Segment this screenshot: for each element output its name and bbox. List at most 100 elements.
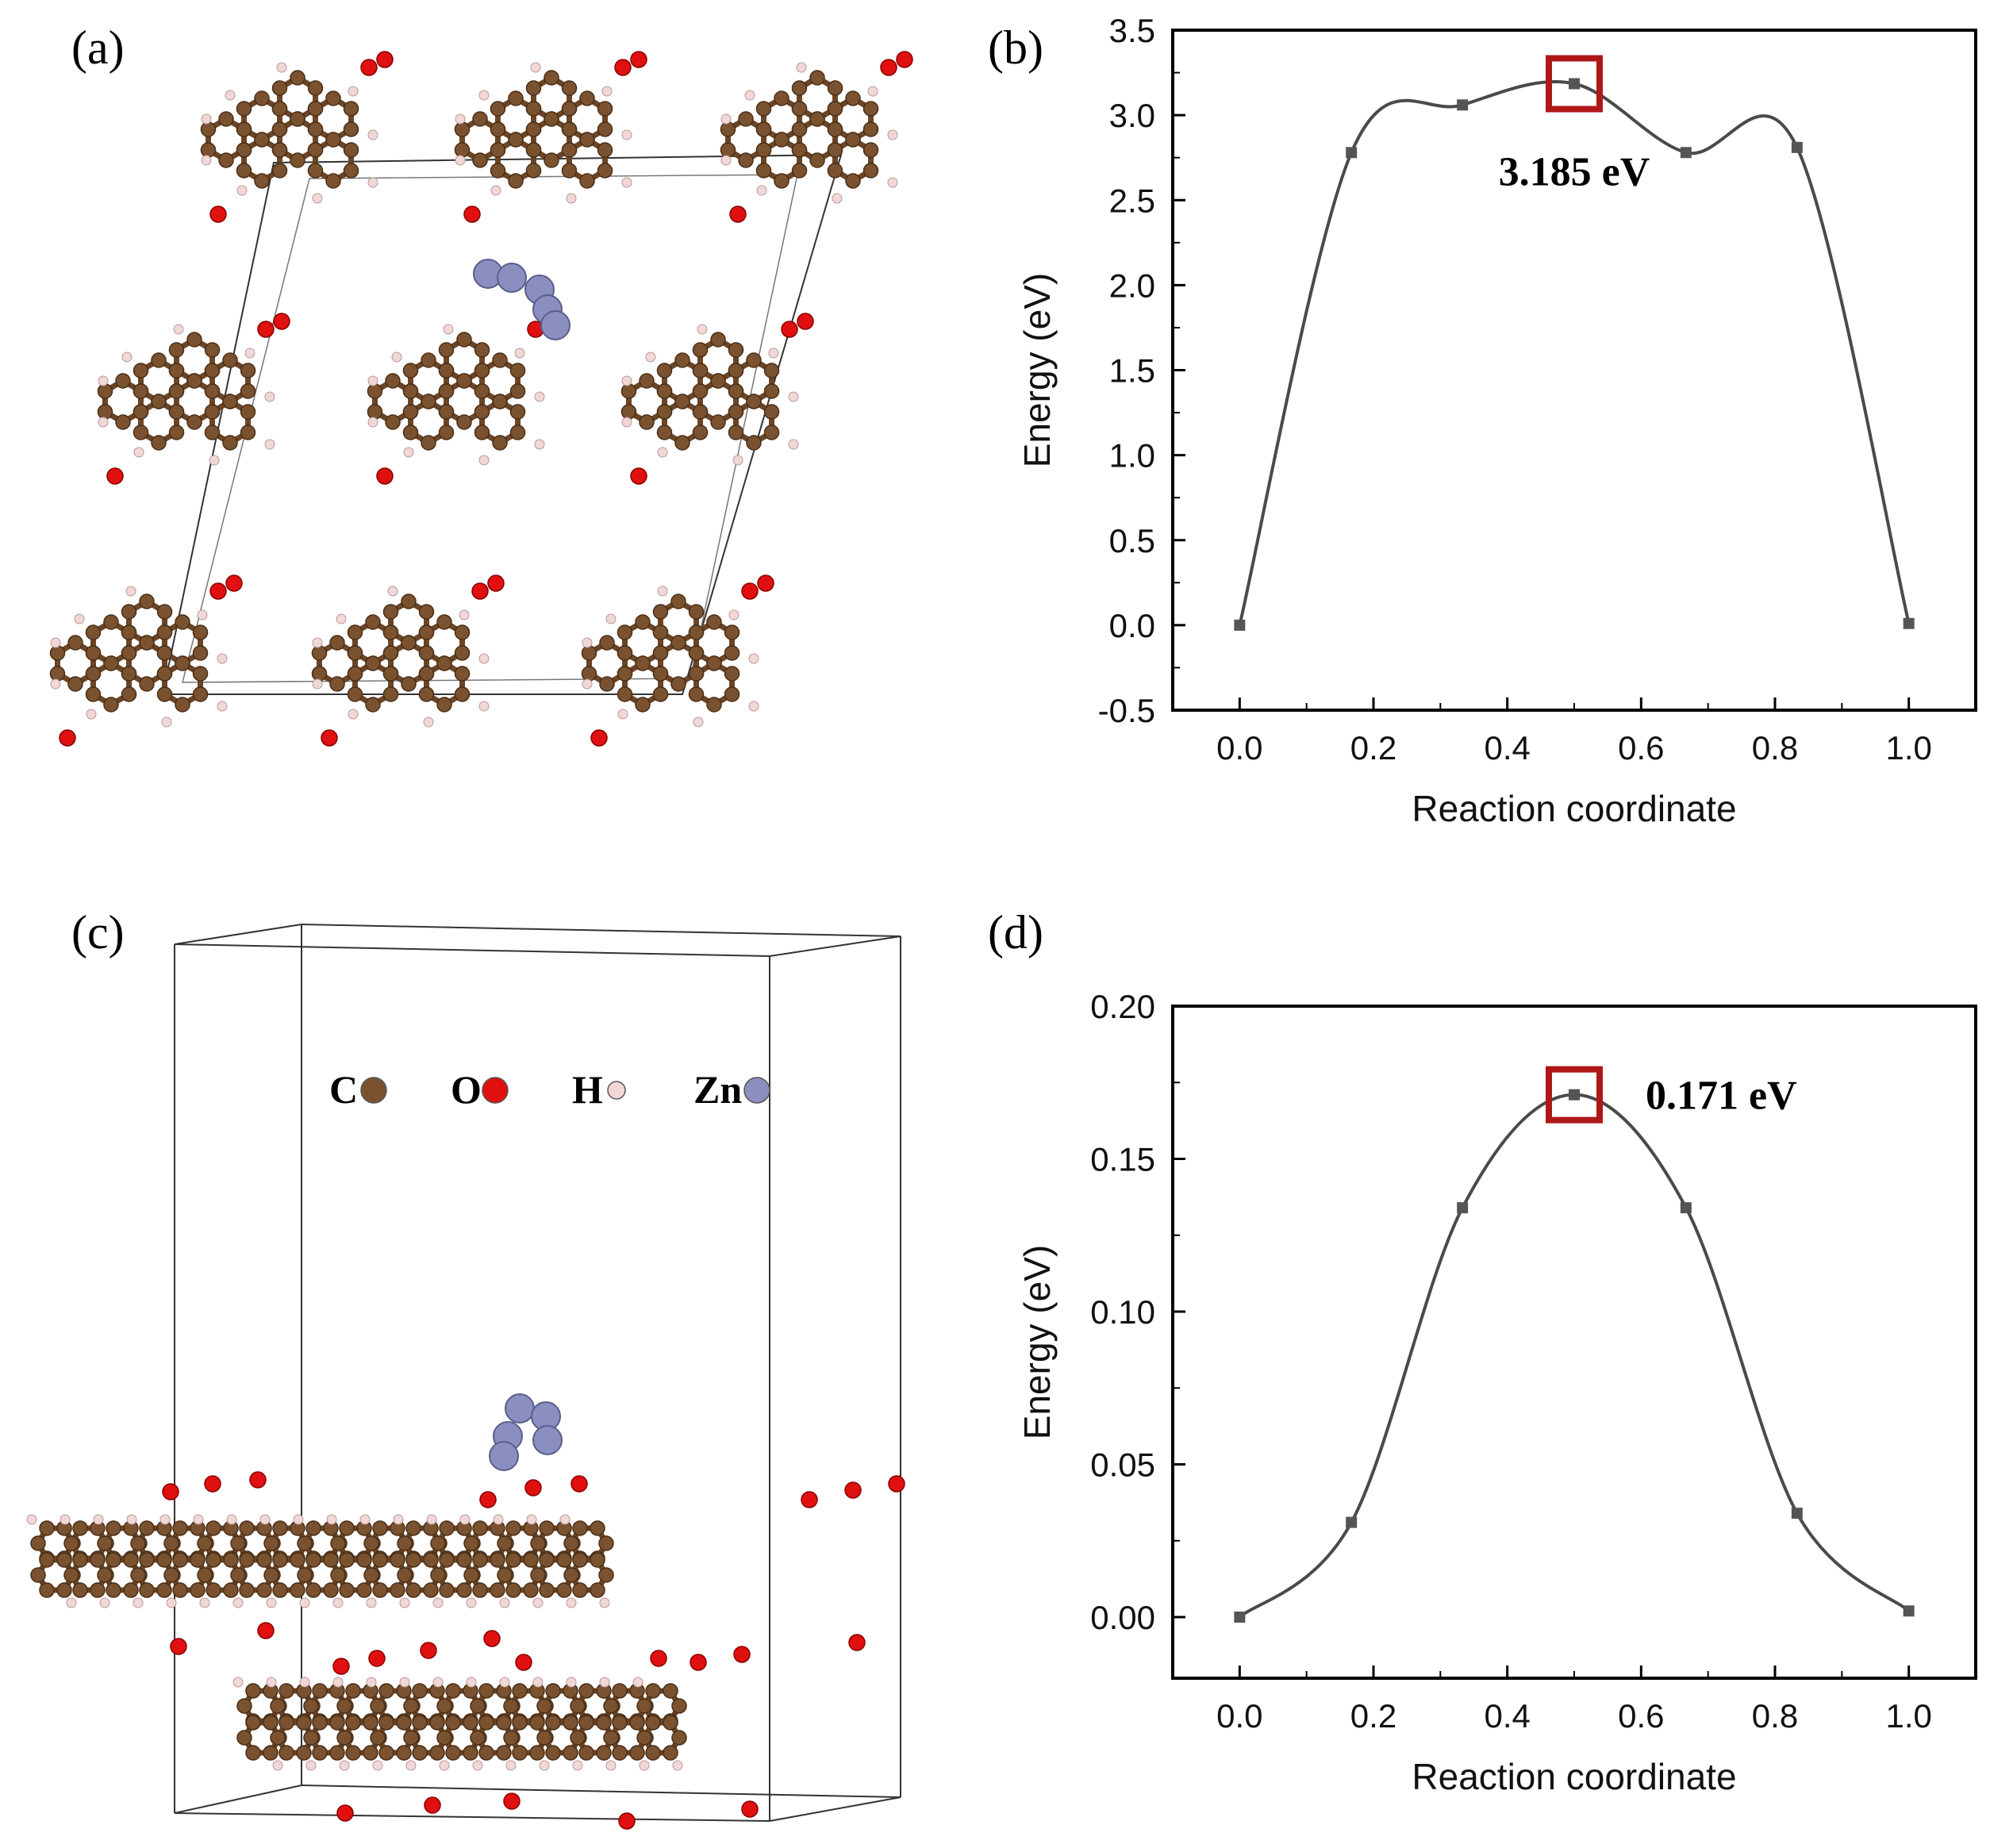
carbon-atom (240, 383, 256, 399)
carbon-atom (336, 1730, 352, 1746)
carbon-atom (508, 132, 524, 148)
carbon-atom (454, 645, 471, 661)
carbon-atom (175, 697, 190, 713)
carbon-atom (133, 425, 149, 440)
carbon-atom (474, 383, 490, 399)
oxygen-atom (249, 1471, 267, 1489)
carbon-atom (290, 70, 305, 86)
y-tick-label: -0.5 (1098, 692, 1155, 729)
hydrogen-atom (339, 1760, 350, 1771)
carbon-atom (330, 1535, 346, 1551)
slab-layer (26, 1471, 905, 1830)
carbon-atom (192, 686, 209, 702)
x-tick-label: 0.4 (1484, 1697, 1530, 1735)
carbon-atom (254, 173, 270, 189)
carbon-atom (652, 666, 669, 682)
carbon-atom (103, 697, 119, 713)
carbon-atom (617, 666, 633, 682)
hydrogen-atom (133, 1597, 144, 1608)
carbon-atom (492, 352, 508, 368)
carbon-atom (263, 1715, 279, 1731)
carbon-atom (456, 373, 472, 389)
carbon-atom (639, 414, 655, 430)
carbon-atom (645, 1745, 661, 1761)
carbon-atom (561, 142, 578, 158)
hydrogen-atom (259, 1514, 271, 1525)
carbon-atom (385, 414, 401, 430)
transition-state-highlight (1546, 1066, 1603, 1124)
carbon-atom (254, 90, 270, 106)
carbon-atom (692, 342, 709, 358)
carbon-atom (133, 383, 149, 399)
carbon-atom (290, 152, 305, 168)
carbon-atom (505, 1582, 521, 1598)
hydrogen-atom (426, 1514, 437, 1525)
hydrogen-atom (272, 1760, 283, 1771)
carbon-atom (612, 1683, 628, 1699)
carbon-atom (123, 1582, 139, 1598)
carbon-atom (197, 1567, 213, 1583)
carbon-atom (791, 163, 808, 179)
legend-label-zn: Zn (693, 1067, 742, 1112)
oxygen-atom (690, 1654, 707, 1671)
carbon-atom (240, 363, 256, 378)
carbon-atom (67, 635, 83, 651)
carbon-atom (236, 101, 252, 117)
carbon-atom (372, 1552, 388, 1568)
carbon-atom (345, 1745, 361, 1761)
zinc-atom (497, 263, 527, 293)
carbon-atom (561, 163, 578, 179)
hydrogen-atom (391, 352, 402, 363)
hydrogen-atom (405, 1760, 417, 1771)
oxygen-atom (106, 467, 124, 485)
hydrogen-atom (605, 613, 617, 624)
carbon-atom (336, 1698, 352, 1714)
carbon-atom (509, 404, 526, 420)
carbon-atom (305, 1520, 321, 1536)
carbon-atom (305, 1582, 321, 1598)
carbon-atom (418, 666, 435, 682)
hydrogen-atom (50, 637, 61, 648)
carbon-atom (97, 1567, 113, 1583)
hydrogen-atom (499, 1677, 510, 1688)
carbon-atom (525, 101, 542, 117)
carbon-atom (343, 121, 359, 137)
carbon-atom (523, 1582, 539, 1598)
carbon-atom (307, 101, 324, 117)
carbon-atom (186, 414, 202, 430)
carbon-atom (545, 1683, 561, 1699)
hydrogen-atom (493, 1514, 504, 1525)
carbon-atom (121, 604, 137, 620)
carbon-atom (197, 1535, 213, 1551)
carbon-atom (670, 676, 686, 692)
carbon-atom (230, 1567, 246, 1583)
carbon-atom (629, 1745, 645, 1761)
carbon-atom (421, 352, 436, 368)
carbon-atom (508, 90, 524, 106)
molecule-layer (49, 51, 913, 747)
oxygen-atom (630, 467, 647, 485)
carbon-atom (454, 142, 471, 158)
data-point (1903, 617, 1915, 629)
carbon-atom (121, 624, 137, 640)
y-tick-label: 2.5 (1109, 182, 1155, 219)
carbon-atom (456, 1552, 472, 1568)
carbon-atom (439, 1552, 455, 1568)
oxygen-atom (797, 313, 814, 330)
carbon-atom (168, 342, 185, 358)
carbon-atom (738, 111, 754, 127)
carbon-atom (222, 352, 238, 368)
carbon-atom (90, 1582, 106, 1598)
carbon-atom (133, 404, 149, 420)
carbon-atom (139, 1520, 155, 1536)
oxygen-atom (257, 1622, 275, 1639)
carbon-atom (497, 1567, 513, 1583)
hydrogen-atom (788, 391, 799, 402)
y-tick-label: 0.10 (1090, 1293, 1155, 1331)
carbon-atom (445, 1683, 461, 1699)
carbon-atom (763, 425, 780, 440)
zinc-atom (540, 310, 570, 340)
carbon-atom (612, 1745, 628, 1761)
carbon-atom (509, 425, 526, 440)
carbon-atom (496, 1715, 512, 1731)
